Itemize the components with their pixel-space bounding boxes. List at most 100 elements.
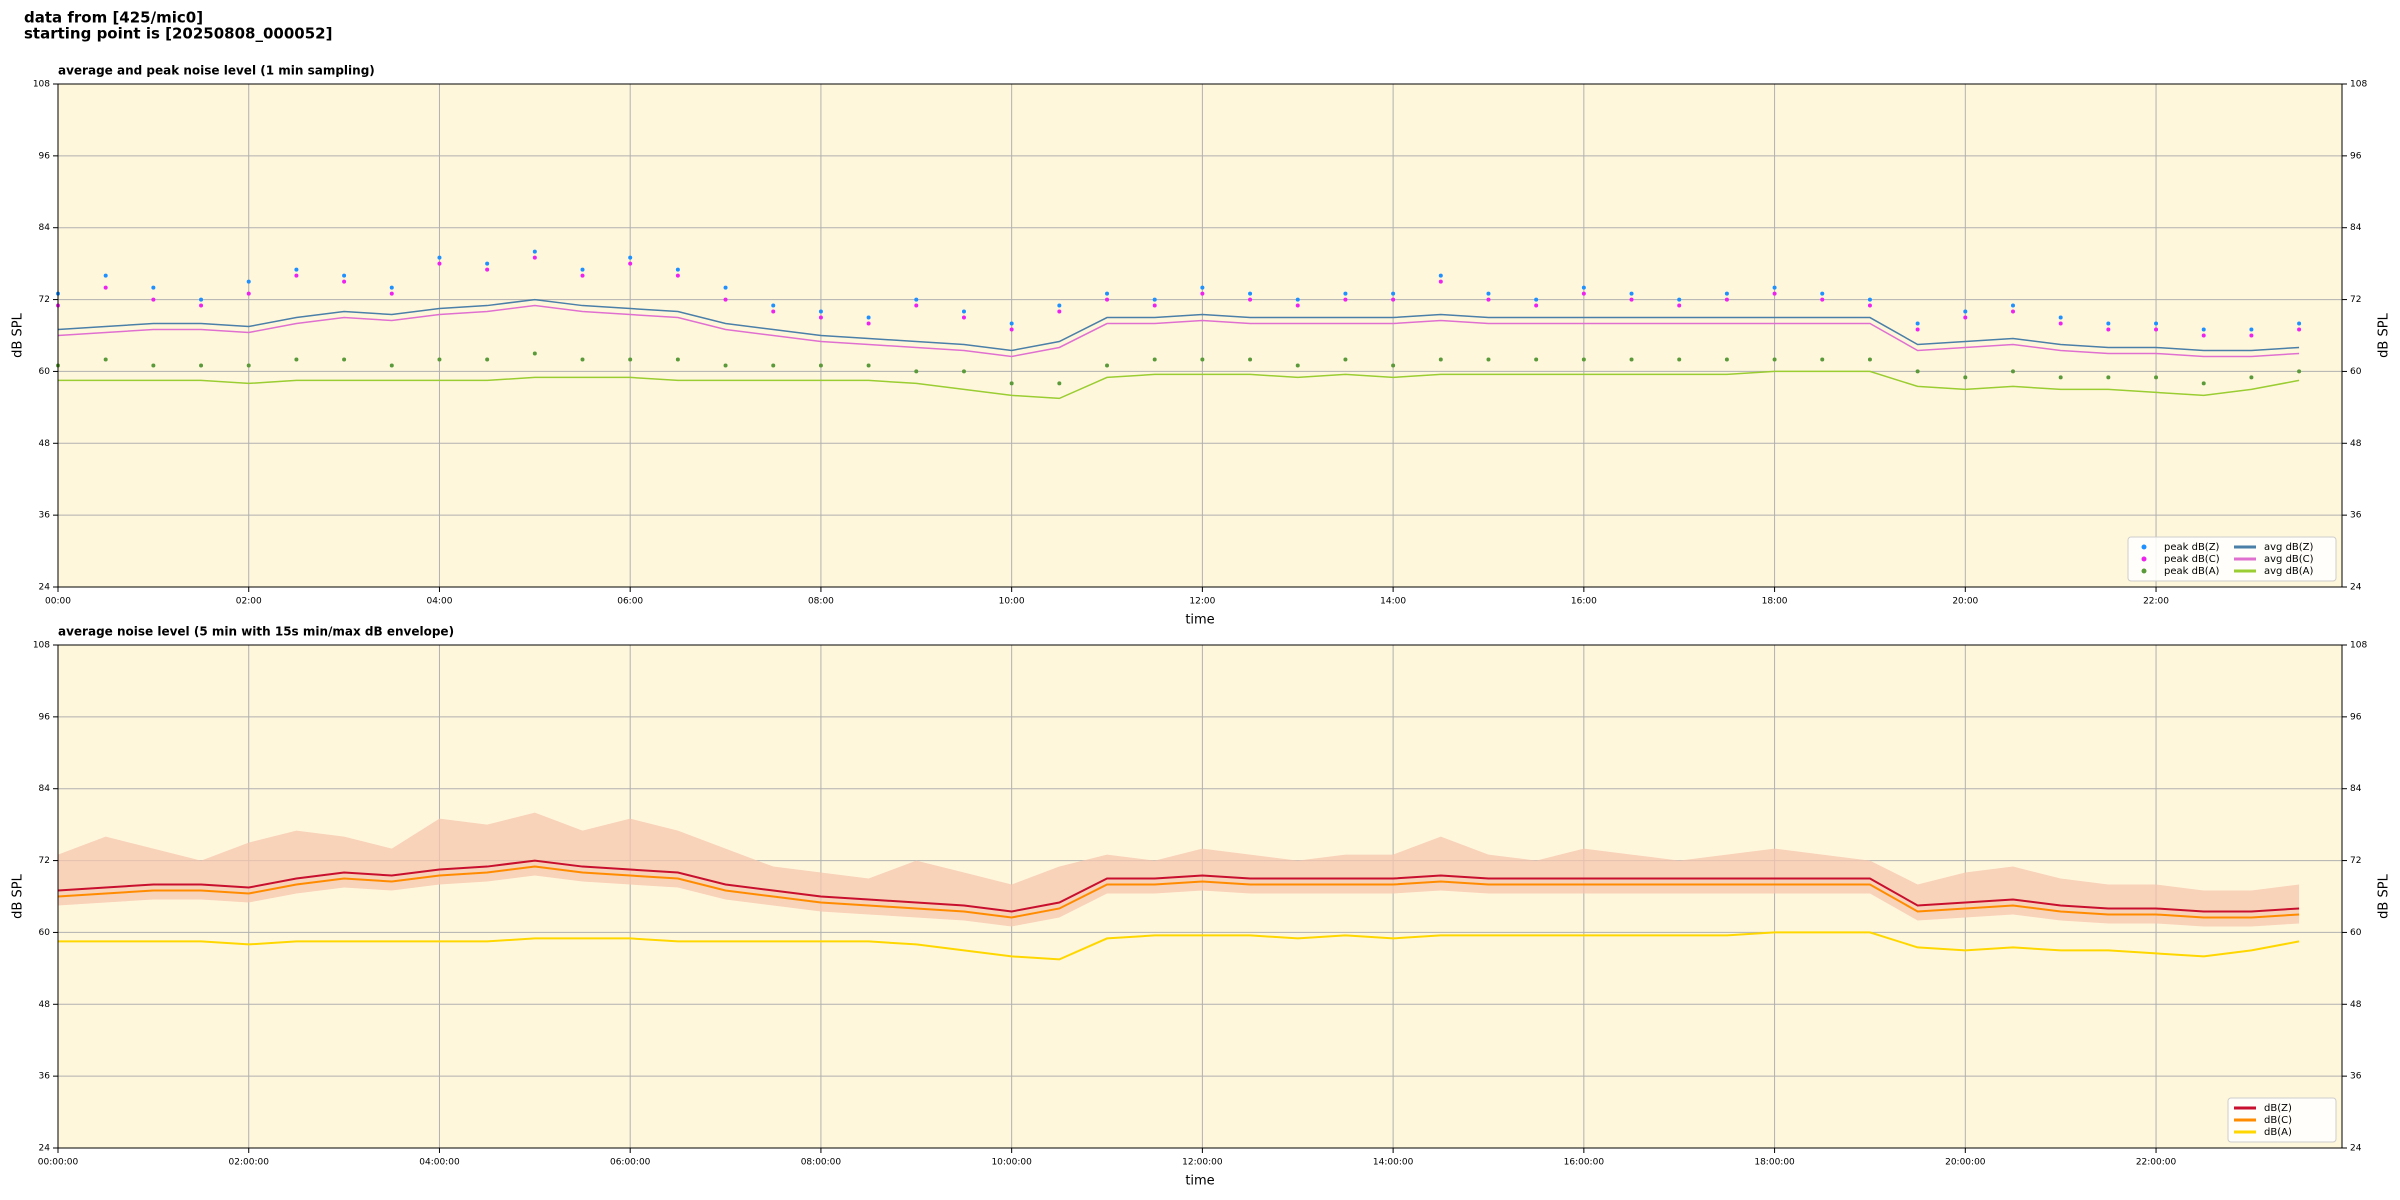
peak-point [1724, 357, 1729, 362]
peak-point [580, 273, 585, 278]
peak-point [1915, 321, 1920, 326]
peak-point [1009, 321, 1014, 326]
peak-point [1677, 303, 1682, 308]
y-tick-label: 72 [2350, 295, 2361, 305]
series-line [57, 304, 2300, 358]
peak-point [580, 357, 585, 362]
header-line: starting point is [20250808_000052] [24, 25, 332, 43]
y-tick-label: 108 [2350, 641, 2367, 651]
peak-point [2154, 375, 2159, 380]
peak-point [199, 363, 204, 368]
x-tick-label: 10:00:00 [991, 1158, 1032, 1168]
peak-point [1867, 303, 1872, 308]
peak-point [485, 261, 490, 266]
y-tick-label: 84 [2350, 784, 2362, 794]
peak-point [1629, 357, 1634, 362]
peak-point [1677, 357, 1682, 362]
peak-point [389, 363, 394, 368]
peak-point [1057, 309, 1062, 314]
peak-point [2201, 327, 2206, 332]
peak-point [1152, 357, 1157, 362]
peak-point [1105, 363, 1110, 368]
peak-point [1915, 327, 1920, 332]
peak-point [1152, 303, 1157, 308]
legend-label: peak dB(C) [2164, 554, 2220, 565]
peak-point [1295, 303, 1300, 308]
peak-point [1295, 363, 1300, 368]
y-tick-label: 48 [2350, 1000, 2362, 1010]
legend-label: peak dB(A) [2164, 566, 2220, 577]
peak-point [866, 321, 871, 326]
peak-point [532, 249, 537, 254]
peak-point [1486, 297, 1491, 302]
peak-point [1820, 357, 1825, 362]
peak-point [628, 357, 633, 362]
peak-point [1200, 357, 1205, 362]
legend-label: dB(A) [2264, 1127, 2292, 1138]
peak-point [246, 291, 251, 296]
peak-point [103, 273, 108, 278]
peak-point [723, 297, 728, 302]
x-tick-label: 14:00:00 [1373, 1158, 1414, 1168]
peak-point [1629, 297, 1634, 302]
peak-point [1248, 357, 1253, 362]
series-line [57, 859, 2300, 913]
y-tick-label: 48 [2350, 439, 2362, 449]
peak-point [771, 303, 776, 308]
x-tick-label: 00:00:00 [38, 1158, 79, 1168]
peak-point [1724, 297, 1729, 302]
peak-point [1009, 327, 1014, 332]
peak-point [866, 315, 871, 320]
peak-point [1581, 291, 1586, 296]
y-axis-label: dB SPL [2377, 873, 2392, 918]
peak-point [1581, 285, 1586, 290]
peak-point [1867, 297, 1872, 302]
peak-point [1105, 291, 1110, 296]
peak-point [2106, 327, 2111, 332]
peak-point [294, 357, 299, 362]
peak-point [1963, 309, 1968, 314]
legend-label: avg dB(C) [2264, 554, 2314, 565]
x-tick-label: 22:00:00 [2136, 1158, 2177, 1168]
peak-point [1486, 357, 1491, 362]
peak-point [2201, 381, 2206, 386]
peak-point [1248, 297, 1253, 302]
peak-point [1343, 357, 1348, 362]
x-tick-label: 14:00 [1380, 597, 1406, 607]
peak-point [437, 255, 442, 260]
y-tick-label: 72 [2350, 856, 2361, 866]
peak-point [246, 363, 251, 368]
peak-point [1820, 291, 1825, 296]
peak-point [866, 363, 871, 368]
legend-label: dB(C) [2264, 1115, 2292, 1126]
series-line [58, 931, 2300, 961]
peak-point [1534, 357, 1539, 362]
legend-label: avg dB(A) [2264, 566, 2314, 577]
peak-point [2249, 375, 2254, 380]
peak-point [1200, 285, 1205, 290]
peak-point [2297, 369, 2302, 374]
legend-marker [2141, 556, 2147, 562]
x-tick-label: 12:00 [1189, 597, 1215, 607]
peak-point [2154, 321, 2159, 326]
x-tick-label: 02:00:00 [229, 1158, 270, 1168]
peak-point [675, 267, 680, 272]
x-tick-label: 22:00 [2143, 597, 2169, 607]
peak-point [1438, 273, 1443, 278]
peak-point [1486, 291, 1491, 296]
peak-point [1581, 357, 1586, 362]
y-tick-label: 72 [39, 856, 50, 866]
peak-point [1772, 357, 1777, 362]
peak-point [437, 261, 442, 266]
peak-point [2106, 375, 2111, 380]
peak-point [1438, 279, 1443, 284]
peak-point [199, 297, 204, 302]
y-tick-label: 24 [39, 583, 51, 593]
x-tick-label: 06:00 [617, 597, 643, 607]
series-line [57, 298, 2300, 352]
peak-point [1963, 315, 1968, 320]
peak-point [2297, 321, 2302, 326]
x-tick-label: 16:00 [1571, 597, 1597, 607]
x-axis-label: time [1185, 613, 1214, 628]
